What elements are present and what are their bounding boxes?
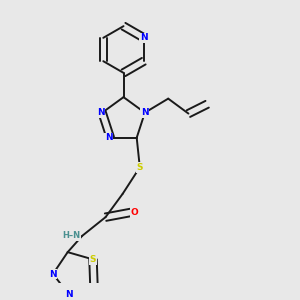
Text: N: N [97, 108, 104, 117]
Text: H–N: H–N [62, 231, 81, 240]
Text: O: O [130, 208, 138, 217]
Text: N: N [105, 133, 112, 142]
Text: N: N [65, 290, 73, 299]
Text: S: S [136, 163, 143, 172]
Text: N: N [49, 269, 57, 278]
Text: N: N [140, 33, 148, 42]
Text: N: N [141, 108, 149, 117]
Text: S: S [90, 255, 96, 264]
